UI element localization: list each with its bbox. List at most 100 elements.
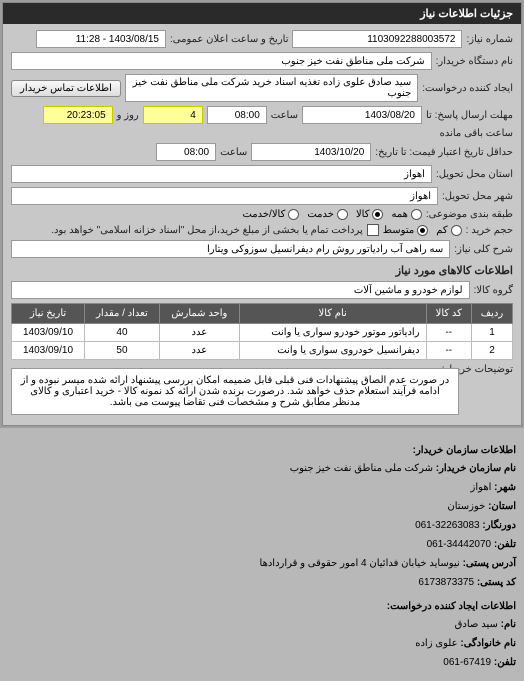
public-date-label: تاریخ و ساعت اعلان عمومی: bbox=[170, 34, 289, 45]
creator-label: ایجاد کننده درخواست: bbox=[422, 83, 513, 94]
cell-unit: عدد bbox=[159, 342, 239, 360]
radio-goods-service[interactable]: کالا/خدمت bbox=[242, 209, 299, 220]
info-province-label: استان: bbox=[488, 501, 516, 512]
radio-small-label: کم bbox=[436, 225, 447, 236]
goods-section-title: اطلاعات کالاهای مورد نیاز bbox=[11, 264, 513, 277]
radio-goods[interactable]: کالا bbox=[356, 209, 384, 220]
deadline-date-field: 1403/08/20 bbox=[302, 106, 422, 124]
location-label: استان محل تحویل: bbox=[436, 169, 513, 180]
row-deadline: مهلت ارسال پاسخ: تا 1403/08/20 ساعت 08:0… bbox=[11, 106, 513, 139]
info-address-value: نیوساید خیابان فدائیان 4 امور حقوقی و قر… bbox=[260, 558, 460, 569]
radio-medium[interactable]: متوسط bbox=[383, 225, 428, 236]
row-creator: ایجاد کننده درخواست: سید صادق علوی زاده … bbox=[11, 74, 513, 102]
volume-radio-group: کم متوسط bbox=[383, 225, 462, 236]
cell-name: رادیاتور موتور خودرو سواری یا وانت bbox=[239, 324, 426, 342]
info-province: استان: خوزستان bbox=[8, 498, 516, 516]
info-postal: کد پستی: 6173873375 bbox=[8, 574, 516, 592]
desc-field: سه راهی آب رادیاتور روش رام دیفرانسیل سو… bbox=[11, 240, 450, 258]
info-tel-label: تلفن: bbox=[494, 657, 516, 668]
info-name-value: سید صادق bbox=[455, 619, 498, 630]
radio-service[interactable]: خدمت bbox=[307, 209, 348, 220]
info-phone-value: 32263083-061 bbox=[415, 520, 480, 531]
desc-label: شرح کلی نیاز: bbox=[454, 244, 513, 255]
th-name: نام کالا bbox=[239, 304, 426, 324]
cell-index: 1 bbox=[472, 324, 513, 342]
main-panel: جزئیات اطلاعات نیاز شماره نیاز: 11030922… bbox=[2, 2, 522, 426]
category-label: طبقه بندی موضوعی: bbox=[426, 209, 513, 220]
buyer-org-field: شرکت ملی مناطق نفت خیز جنوب bbox=[11, 52, 432, 70]
th-index: ردیف bbox=[472, 304, 513, 324]
info-address-label: آدرس پستی: bbox=[463, 558, 516, 569]
contact-buyer-button[interactable]: اطلاعات تماس خریدار bbox=[11, 80, 121, 97]
time-left-field: 20:23:05 bbox=[43, 106, 113, 124]
radio-all[interactable]: همه bbox=[391, 209, 421, 220]
validity-date-field: 1403/10/20 bbox=[251, 143, 371, 161]
buyer-info-section: اطلاعات سازمان خریدار: نام سازمان خریدار… bbox=[0, 428, 524, 681]
radio-medium-label: متوسط bbox=[383, 225, 414, 236]
deadline-time-field: 08:00 bbox=[207, 106, 267, 124]
info-phone: دورنگار: 32263083-061 bbox=[8, 517, 516, 535]
info-fax-label: تلفن: bbox=[494, 539, 516, 550]
creator-info-title: اطلاعات ایجاد کننده درخواست: bbox=[8, 598, 516, 616]
public-date-field: 1403/08/15 - 11:28 bbox=[36, 30, 166, 48]
row-request-no: شماره نیاز: 1103092288003572 تاریخ و ساع… bbox=[11, 30, 513, 48]
radio-dot-goods bbox=[372, 209, 383, 220]
info-city-label: شهر: bbox=[494, 482, 516, 493]
request-no-field: 1103092288003572 bbox=[292, 30, 462, 48]
validity-time-label: ساعت bbox=[220, 147, 247, 158]
info-tel: تلفن: 67419-061 bbox=[8, 654, 516, 672]
info-tel-value: 67419-061 bbox=[443, 657, 491, 668]
info-lastname-value: علوی زاده bbox=[415, 638, 457, 649]
table-header-row: ردیف کد کالا نام کالا واحد شمارش تعداد /… bbox=[12, 304, 513, 324]
info-name-label: نام: bbox=[501, 619, 516, 630]
goods-table: ردیف کد کالا نام کالا واحد شمارش تعداد /… bbox=[11, 303, 513, 360]
buyer-note: در صورت عدم الصاق پیشنهادات فنی قبلی قاب… bbox=[11, 368, 459, 415]
radio-goods-service-label: کالا/خدمت bbox=[242, 209, 285, 220]
radio-small[interactable]: کم bbox=[436, 225, 461, 236]
table-row: 1 -- رادیاتور موتور خودرو سواری یا وانت … bbox=[12, 324, 513, 342]
info-city: شهر: اهواز bbox=[8, 479, 516, 497]
info-address: آدرس پستی: نیوساید خیابان فدائیان 4 امور… bbox=[8, 555, 516, 573]
city-label: شهر محل تحویل: bbox=[442, 191, 513, 202]
payment-checkbox[interactable] bbox=[367, 224, 379, 236]
radio-dot-service bbox=[337, 209, 348, 220]
row-goods-group: گروه کالا: لوازم خودرو و ماشین آلات bbox=[11, 281, 513, 299]
panel-body: شماره نیاز: 1103092288003572 تاریخ و ساع… bbox=[3, 24, 521, 425]
cell-index: 2 bbox=[472, 342, 513, 360]
th-date: تاریخ نیاز bbox=[12, 304, 85, 324]
buyer-info-title: اطلاعات سازمان خریدار: bbox=[8, 442, 516, 460]
row-volume: حجم خرید : کم متوسط پرداخت تمام یا بخشی … bbox=[11, 224, 513, 236]
deadline-label: مهلت ارسال پاسخ: تا bbox=[426, 110, 513, 121]
info-postal-value: 6173873375 bbox=[418, 577, 474, 588]
radio-dot-small bbox=[451, 225, 462, 236]
time-left-label: ساعت باقی مانده bbox=[440, 128, 513, 139]
radio-all-label: همه bbox=[391, 209, 407, 220]
category-radio-group: همه کالا خدمت کالا/خدمت bbox=[242, 209, 421, 220]
cell-code: -- bbox=[426, 324, 471, 342]
info-lastname-label: نام خانوادگی: bbox=[460, 638, 516, 649]
panel-title: جزئیات اطلاعات نیاز bbox=[3, 3, 521, 24]
radio-dot-goods-service bbox=[288, 209, 299, 220]
location-field: اهواز bbox=[11, 165, 432, 183]
goods-group-label: گروه کالا: bbox=[474, 285, 513, 296]
info-province-value: خوزستان bbox=[447, 501, 485, 512]
cell-qty: 50 bbox=[85, 342, 160, 360]
validity-label: حداقل تاریخ اعتبار قیمت: تا تاریخ: bbox=[375, 147, 513, 158]
radio-dot-all bbox=[411, 209, 422, 220]
row-note: توضیحات خریدار: در صورت عدم الصاق پیشنها… bbox=[11, 364, 513, 415]
validity-time-field: 08:00 bbox=[156, 143, 216, 161]
row-validity: حداقل تاریخ اعتبار قیمت: تا تاریخ: 1403/… bbox=[11, 143, 513, 161]
radio-goods-label: کالا bbox=[356, 209, 370, 220]
cell-unit: عدد bbox=[159, 324, 239, 342]
radio-dot-medium bbox=[417, 225, 428, 236]
row-location: استان محل تحویل: اهواز bbox=[11, 165, 513, 183]
creator-field: سید صادق علوی زاده تغذیه اسناد خرید شرکت… bbox=[125, 74, 418, 102]
info-postal-label: کد پستی: bbox=[477, 577, 516, 588]
th-qty: تعداد / مقدار bbox=[85, 304, 160, 324]
buyer-org-label: نام دستگاه خریدار: bbox=[436, 56, 513, 67]
days-left-label: روز و bbox=[117, 110, 139, 121]
cell-date: 1403/09/10 bbox=[12, 324, 85, 342]
info-org: نام سازمان خریدار: شرکت ملی مناطق نفت خی… bbox=[8, 460, 516, 478]
info-name: نام: سید صادق bbox=[8, 616, 516, 634]
row-desc: شرح کلی نیاز: سه راهی آب رادیاتور روش را… bbox=[11, 240, 513, 258]
